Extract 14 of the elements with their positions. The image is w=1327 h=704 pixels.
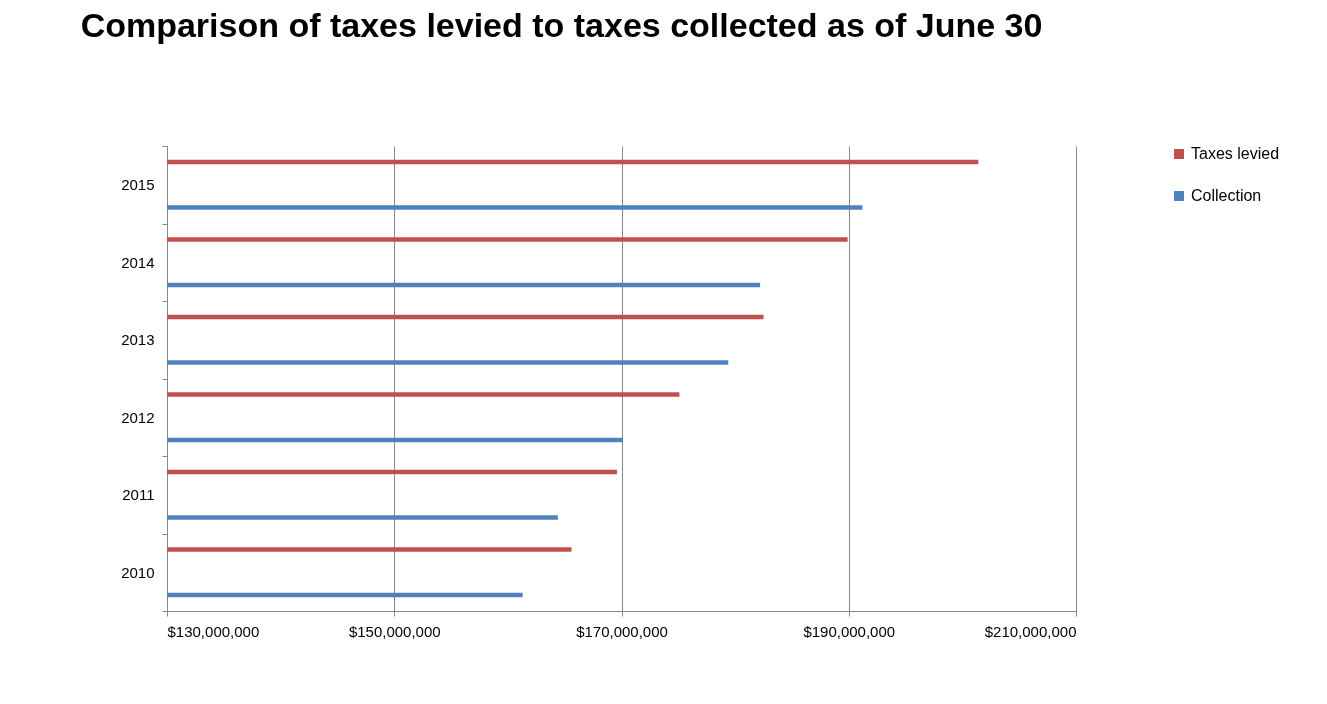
x-tick-label: $150,000,000 [348, 622, 441, 640]
y-tick-label: 2015 [121, 176, 155, 194]
y-tick-label: 2013 [121, 331, 155, 349]
x-tick-label: $190,000,000 [803, 622, 896, 640]
y-tick-label: 2012 [121, 408, 155, 426]
y-tick-label: 2011 [122, 486, 155, 504]
chart-title: Comparison of taxes levied to taxes collected as of June 30 [80, 6, 1043, 44]
legend-label: Taxes levied [1191, 145, 1280, 162]
legend-label: Collection [1191, 187, 1262, 204]
x-tick-label: $170,000,000 [576, 622, 668, 640]
x-tick-label: $210,000,000 [984, 622, 1077, 640]
y-tick-label: 2014 [121, 253, 155, 271]
x-tick-label: $130,000,000 [167, 622, 260, 640]
y-tick-label: 2010 [121, 563, 155, 581]
